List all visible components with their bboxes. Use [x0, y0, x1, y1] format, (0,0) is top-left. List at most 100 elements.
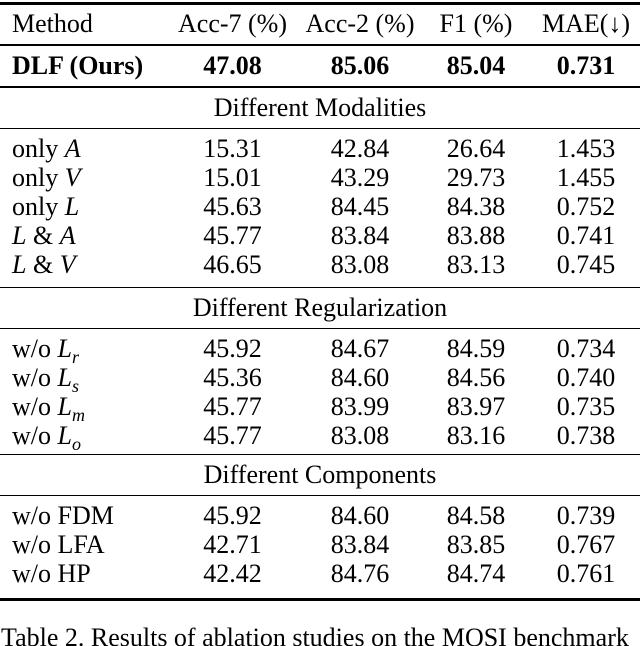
method-cell: L & V: [0, 250, 165, 288]
value-cell: 42.71: [203, 530, 262, 559]
value-cell: 15.31: [203, 134, 262, 163]
method-cell: only L: [0, 192, 165, 221]
method-cell: w/o FDM: [0, 496, 165, 530]
table-row: only A 15.31 42.84 26.64 1.453: [0, 129, 640, 163]
value-cell: 84.58: [446, 501, 506, 530]
value-cell: 1.455: [556, 163, 616, 192]
method-math-1: L: [64, 192, 80, 221]
method-cell: w/o LFA: [0, 530, 165, 559]
value-cell: 45.77: [203, 221, 262, 250]
method-cell: only V: [0, 163, 165, 192]
method-text: w/o LFA: [12, 530, 105, 559]
table-row: w/o Lr 45.92 84.67 84.59 0.734: [0, 329, 640, 366]
method-cell: DLF (Ours): [0, 45, 165, 88]
section-header-row: Different Components: [0, 454, 640, 496]
col-header-acc7: Acc-7 (%): [165, 3, 300, 46]
method-math-1: V: [64, 163, 81, 192]
section-header-row: Different Regularization: [0, 287, 640, 329]
method-subscript: o: [72, 434, 81, 454]
method-subscript-text: s: [71, 376, 79, 397]
method-text: w/o: [12, 334, 58, 363]
method-math-2: A: [59, 221, 76, 250]
value-cell: 1.453: [556, 134, 616, 163]
value-cell: 83.84: [330, 221, 390, 250]
value-cell: 0.740: [556, 363, 616, 392]
method-cell: w/o Lr: [0, 329, 165, 366]
value-cell: 84.60: [330, 501, 390, 530]
table-row: w/o HP 42.42 84.76 84.74 0.761: [0, 559, 640, 600]
value-cell: 0.734: [556, 334, 616, 363]
section-header-row: Different Modalities: [0, 87, 640, 129]
method-subscript-text: o: [71, 434, 81, 455]
value-cell: 84.56: [446, 363, 506, 392]
ablation-results-table: Method Acc-7 (%) Acc-2 (%) F1 (%) MAE(↓)…: [0, 2, 640, 601]
method-text: w/o: [12, 421, 58, 450]
value-cell: 42.84: [330, 134, 390, 163]
value-cell: 83.84: [330, 530, 390, 559]
value-cell: 84.38: [446, 192, 506, 221]
method-subscript-text: m: [71, 405, 85, 426]
value-cell: 83.08: [300, 421, 420, 455]
section-title: Different Components: [0, 454, 640, 496]
table-row: w/o FDM 45.92 84.60 84.58 0.739: [0, 496, 640, 530]
section-title: Different Regularization: [0, 287, 640, 329]
value-cell: 85.04: [420, 45, 532, 88]
value-cell: 84.60: [330, 363, 390, 392]
col-header-acc2: Acc-2 (%): [300, 3, 420, 46]
table-row: w/o Ls 45.36 84.60 84.56 0.740: [0, 363, 640, 395]
method-math-1: L: [12, 221, 27, 250]
method-cell: L & A: [0, 221, 165, 250]
method-cell: w/o Lm: [0, 392, 165, 424]
value-cell: 45.63: [203, 192, 262, 221]
value-cell: 0.738: [532, 421, 640, 455]
value-cell: 26.64: [446, 134, 506, 163]
value-cell: 85.06: [300, 45, 420, 88]
table-body: DLF (Ours) 47.08 85.06 85.04 0.731 Different …: [0, 45, 640, 600]
value-cell: 0.745: [532, 250, 640, 288]
method-math-1: L: [12, 250, 27, 279]
col-header-mae: MAE(↓): [532, 3, 640, 46]
value-cell: 0.741: [556, 221, 616, 250]
method-math-2: V: [59, 250, 76, 279]
table-row-dlf-ours: DLF (Ours) 47.08 85.06 85.04 0.731: [0, 45, 640, 88]
value-cell: 15.01: [203, 163, 262, 192]
value-cell: 45.77: [203, 392, 262, 421]
method-subscript: m: [72, 405, 85, 425]
method-cell: only A: [0, 129, 165, 163]
value-cell: 83.13: [420, 250, 532, 288]
section-title: Different Modalities: [0, 87, 640, 129]
value-cell: 0.752: [556, 192, 616, 221]
table-row: L & A 45.77 83.84 83.88 0.741: [0, 221, 640, 250]
method-math-1: L: [57, 392, 72, 421]
value-cell: 43.29: [330, 163, 390, 192]
value-cell: 84.74: [446, 559, 506, 588]
value-cell: 45.92: [203, 334, 262, 363]
value-cell: 45.36: [203, 363, 262, 392]
value-cell: 0.735: [556, 392, 616, 421]
value-cell: 45.77: [165, 421, 300, 455]
value-cell: 84.45: [330, 192, 390, 221]
value-cell: 84.76: [330, 559, 390, 588]
method-math-1: L: [57, 334, 72, 363]
col-header-f1: F1 (%): [420, 3, 532, 46]
method-text: only: [12, 134, 65, 163]
method-math-1: L: [57, 421, 72, 450]
table-row: w/o Lm 45.77 83.99 83.97 0.735: [0, 392, 640, 424]
value-cell: 0.731: [532, 45, 640, 88]
method-text: w/o: [12, 392, 58, 421]
method-cell: w/o HP: [0, 559, 165, 600]
value-cell: 0.767: [556, 530, 616, 559]
value-cell: 0.739: [556, 501, 616, 530]
method-text-mid: &: [26, 221, 60, 250]
col-header-method: Method: [0, 3, 165, 46]
table-row: only L 45.63 84.45 84.38 0.752: [0, 192, 640, 221]
value-cell: 29.73: [446, 163, 506, 192]
value-cell: 0.761: [556, 559, 616, 588]
method-text: w/o: [12, 363, 58, 392]
header-row: Method Acc-7 (%) Acc-2 (%) F1 (%) MAE(↓): [0, 3, 640, 46]
table-row: only V 15.01 43.29 29.73 1.455: [0, 163, 640, 192]
value-cell: 45.92: [203, 501, 262, 530]
value-cell: 83.85: [446, 530, 506, 559]
table-header: Method Acc-7 (%) Acc-2 (%) F1 (%) MAE(↓): [0, 3, 640, 46]
